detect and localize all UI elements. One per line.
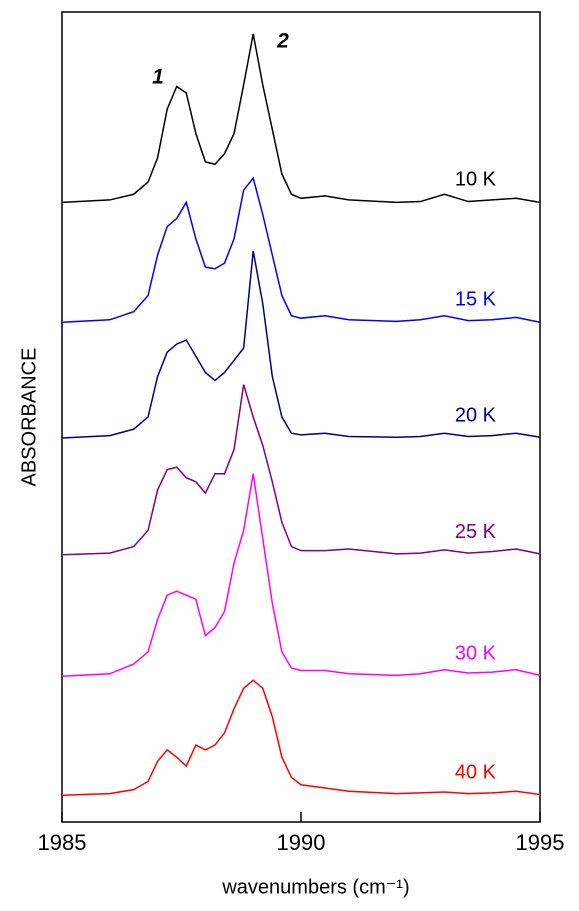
peak-annotation: 1 — [152, 66, 164, 89]
x-tick-label: 1985 — [38, 830, 87, 855]
series-label: 10 K — [455, 169, 497, 191]
series-label: 30 K — [455, 642, 497, 664]
spectrum-line — [61, 679, 541, 797]
y-axis-label: ABSORBANCE — [18, 348, 40, 487]
peak-annotation: 2 — [276, 30, 289, 53]
spectrum-line — [61, 176, 541, 323]
series-label: 25 K — [455, 521, 497, 543]
x-tick-label: 1995 — [516, 830, 565, 855]
x-axis-label: wavenumbers (cm⁻¹) — [221, 876, 409, 898]
x-tick-label: 1990 — [277, 830, 326, 855]
spectrum-line — [61, 33, 541, 204]
series-label: 15 K — [455, 289, 497, 311]
spectrum-line — [61, 384, 541, 556]
spectrum-line — [61, 473, 541, 677]
series-label: 40 K — [455, 762, 497, 784]
spectrum-line — [61, 250, 541, 439]
series-label: 20 K — [455, 404, 497, 426]
